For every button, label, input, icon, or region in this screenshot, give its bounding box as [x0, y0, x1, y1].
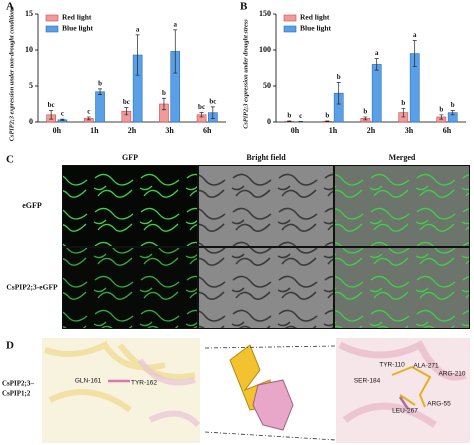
y-tick-label: 0: [29, 117, 33, 126]
x-tick-label: 3h: [405, 126, 414, 135]
significance-letter: a: [375, 49, 379, 57]
residue-label: LEU-267: [392, 408, 418, 415]
legend-label: Blue light: [62, 24, 94, 33]
significance-letter: bc: [48, 101, 55, 109]
significance-letter: bc: [198, 103, 205, 111]
residue-label: TYR-162: [131, 380, 157, 387]
column-header: Merged: [389, 153, 416, 162]
error-bar: [439, 114, 444, 120]
significance-letter: c: [299, 112, 302, 120]
residue-label: ALA-271: [413, 363, 439, 370]
image: [335, 166, 469, 246]
significance-letter: b: [451, 101, 455, 109]
significance-letter: b: [162, 89, 166, 97]
y-tick-label: 50: [263, 81, 271, 90]
error-bar: [86, 116, 91, 121]
complex-label: CsPIP1;2: [2, 390, 31, 398]
legend-swatch: [45, 14, 59, 22]
significance-letter: c: [87, 108, 90, 116]
residue-label: ARG-55: [427, 401, 451, 408]
x-tick-label: 2h: [128, 126, 137, 135]
panel-label: B: [240, 1, 248, 13]
y-tick-label: 15: [25, 9, 33, 18]
image: [199, 248, 333, 328]
significance-letter: b: [325, 112, 329, 120]
microscopy-panel: GFP Bright field Merged eGFP CsPIP2;3-eG…: [6, 153, 470, 329]
significance-letter: b: [337, 73, 341, 81]
x-tick-label: 0h: [291, 126, 300, 135]
significance-letter: a: [413, 31, 417, 39]
error-bar: [363, 116, 368, 121]
error-bar: [374, 58, 379, 71]
y-tick-label: 0: [267, 117, 271, 126]
residue-label: ARG-210: [438, 371, 465, 378]
image: [199, 166, 333, 246]
significance-letter: a: [173, 20, 177, 28]
x-tick-label: 2h: [367, 126, 376, 135]
error-bar: [49, 110, 54, 120]
significance-letter: b: [439, 105, 443, 113]
y-tick-label: 150: [259, 9, 271, 18]
legend-swatch: [283, 25, 297, 33]
significance-letter: b: [401, 99, 405, 107]
x-tick-label: 3h: [165, 126, 174, 135]
y-axis-title: CsPIP2;3 expression under drought stress: [242, 19, 249, 129]
y-axis-title: CsPIP2;3 expression under non-drought co…: [8, 6, 15, 141]
y-tick-label: 5: [29, 81, 33, 90]
image: [63, 248, 197, 328]
error-bar: [210, 106, 215, 119]
image: [63, 166, 197, 246]
significance-letter: a: [136, 25, 140, 33]
significance-letter: bc: [123, 98, 130, 106]
error-bar: [412, 40, 417, 67]
x-tick-label: 1h: [329, 126, 338, 135]
legend-label: Red light: [62, 13, 92, 22]
x-tick-label: 1h: [90, 126, 99, 135]
error-bar: [135, 34, 140, 76]
y-tick-label: 100: [259, 45, 271, 54]
x-tick-label: 6h: [203, 126, 212, 135]
significance-letter: b: [98, 79, 102, 87]
legend-label: Blue light: [300, 24, 332, 33]
error-bar: [161, 97, 166, 111]
error-bar: [401, 107, 406, 118]
structure-panel: GLN-161 TYR-162 TYR-110 ALA-271 SER-184 …: [2, 338, 470, 443]
error-bar: [325, 120, 330, 122]
error-bar: [124, 107, 129, 116]
significance-letter: b: [363, 108, 367, 116]
residue-label: SER-184: [354, 378, 381, 385]
significance-letter: bc: [209, 97, 216, 105]
complex-label: CsPIP2;3–: [2, 380, 34, 388]
error-bar: [98, 88, 103, 95]
bar: [371, 64, 382, 123]
error-bar: [199, 112, 204, 118]
bar: [95, 91, 105, 123]
image: [335, 248, 469, 328]
panel-label: A: [6, 1, 14, 13]
row-label: CsPIP2;3-eGFP: [6, 283, 58, 292]
error-bar: [173, 29, 178, 74]
error-bar: [287, 120, 292, 122]
panel-label: C: [6, 154, 14, 166]
panel-label: D: [6, 340, 14, 352]
significance-letter: c: [61, 110, 64, 118]
column-header: Bright field: [246, 153, 286, 162]
error-bar: [60, 118, 65, 121]
column-header: GFP: [122, 153, 138, 162]
legend-label: Red light: [300, 13, 330, 22]
residue-label: TYR-110: [379, 362, 405, 369]
row-label: eGFP: [22, 201, 42, 210]
error-bar: [336, 82, 341, 105]
legend-swatch: [45, 25, 59, 33]
x-tick-label: 6h: [443, 126, 452, 135]
x-tick-label: 0h: [53, 126, 62, 135]
legend-swatch: [283, 14, 297, 22]
residue-label: GLN-161: [75, 378, 102, 385]
y-tick-label: 10: [25, 45, 33, 54]
error-bar: [450, 110, 455, 116]
significance-letter: b: [287, 112, 291, 120]
